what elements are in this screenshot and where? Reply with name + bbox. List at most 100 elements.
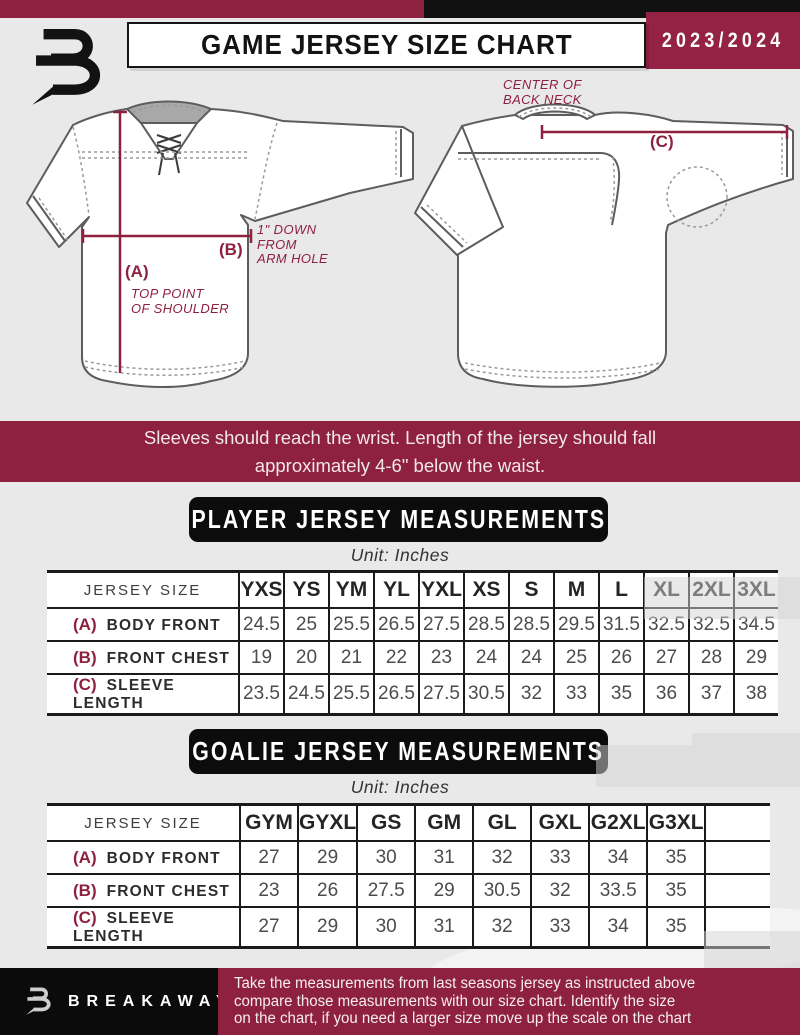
page-title-box: GAME JERSEY SIZE CHART xyxy=(127,22,646,68)
row-title: SLEEVE LENGTH xyxy=(73,910,175,945)
size-column-header: 2XL xyxy=(688,570,735,609)
measurement-value: 32 xyxy=(530,873,591,908)
size-column-header: YM xyxy=(328,570,375,609)
size-label-header: JERSEY SIZE xyxy=(47,570,240,609)
measurement-value: 29 xyxy=(296,840,359,875)
measurement-value: 24.5 xyxy=(283,673,330,716)
measurement-value: 32 xyxy=(472,840,533,875)
back-jersey-diagram xyxy=(414,103,794,388)
player-unit-label: Unit: Inches xyxy=(350,545,450,565)
footer-instructions-block: Take the measurements from last seasons … xyxy=(218,968,800,1035)
measurement-value: 28.5 xyxy=(508,607,555,642)
measurement-value: 35 xyxy=(646,840,707,875)
size-column-header: XL xyxy=(643,570,690,609)
footer-instructions-text: Take the measurements from last seasons … xyxy=(234,975,696,1028)
size-column-header: GS xyxy=(356,803,417,842)
measurement-value: 33 xyxy=(530,840,591,875)
point-a-note: TOP POINT OF SHOULDER xyxy=(131,286,230,316)
measurement-value: 31.5 xyxy=(598,607,645,642)
measurement-value xyxy=(704,873,771,908)
measurement-value: 19 xyxy=(238,640,285,675)
size-column-header: L xyxy=(598,570,645,609)
measurement-value: 24 xyxy=(463,640,510,675)
table-row: (A) BODY FRONT 24.5 25 25.5 26.5 27.5 28.5 28.5 2… xyxy=(47,607,778,642)
footer-brand-name: BREAKAWAY xyxy=(68,992,234,1010)
size-column-header: G3XL xyxy=(646,803,707,842)
measurement-value: 25.5 xyxy=(328,673,375,716)
measurement-value: 27.5 xyxy=(418,673,465,716)
measurement-value xyxy=(704,906,771,949)
measurement-value: 22 xyxy=(373,640,420,675)
measurement-value: 33 xyxy=(553,673,600,716)
row-title: FRONT CHEST xyxy=(106,649,231,667)
measurement-value: 20 xyxy=(283,640,330,675)
point-a-label: (A) xyxy=(125,262,149,281)
size-column-header: XS xyxy=(463,570,510,609)
measurement-value: 29 xyxy=(296,906,359,949)
measurement-value: 25 xyxy=(283,607,330,642)
row-key: (A) xyxy=(73,614,97,634)
measurement-value: 36 xyxy=(643,673,690,716)
size-column-header: M xyxy=(553,570,600,609)
measurement-value: 35 xyxy=(646,906,707,949)
size-column-header: GYXL xyxy=(296,803,359,842)
measurement-value: 26.5 xyxy=(373,673,420,716)
measurement-value: 26 xyxy=(598,640,645,675)
measurement-value: 38 xyxy=(733,673,778,716)
measurement-value: 31 xyxy=(414,840,475,875)
measurement-value: 32.5 xyxy=(688,607,735,642)
row-label: (C) SLEEVE LENGTH xyxy=(47,673,240,716)
measurement-value: 34.5 xyxy=(733,607,778,642)
measurement-value xyxy=(704,840,771,875)
row-title: SLEEVE LENGTH xyxy=(73,677,175,712)
table-row: (B) FRONT CHEST 23 26 27.5 29 30.5 32 33.5 35 xyxy=(47,873,771,908)
size-column-header: YS xyxy=(283,570,330,609)
size-column-header: GYM xyxy=(239,803,299,842)
measurement-value: 21 xyxy=(328,640,375,675)
player-section-title: PLAYER JERSEY MEASUREMENTS xyxy=(191,504,606,534)
season-label: 2023/2024 xyxy=(661,28,785,52)
measurement-value: 32 xyxy=(472,906,533,949)
goalie-section-heading: GOALIE JERSEY MEASUREMENTS xyxy=(189,729,608,774)
table-row: (B) FRONT CHEST 19 20 21 22 23 24 24 25 26 27 28 29 xyxy=(47,640,778,675)
measurement-value: 27.5 xyxy=(356,873,417,908)
row-label: (A) BODY FRONT xyxy=(47,840,241,875)
player-size-table: JERSEY SIZE YXS YS YM YL YXL XS S M L XL 2XL 3XL (A) B… xyxy=(47,570,778,716)
measurement-value: 30 xyxy=(356,840,417,875)
measurement-value: 24.5 xyxy=(238,607,285,642)
measurement-value: 29.5 xyxy=(553,607,600,642)
measurement-value: 28 xyxy=(688,640,735,675)
point-c-label: (C) xyxy=(650,132,674,151)
row-label: (C) SLEEVE LENGTH xyxy=(47,906,241,949)
footer-brand-block: BREAKAWAY xyxy=(0,968,227,1035)
table-row: (C) SLEEVE LENGTH 23.5 24.5 25.5 26.5 27.5 30.5… xyxy=(47,673,778,716)
size-column-header: GXL xyxy=(530,803,591,842)
row-key: (B) xyxy=(73,880,97,900)
table-header-row: JERSEY SIZE GYM GYXL GS GM GL GXL G2XL G3XL xyxy=(47,803,771,842)
table-row: (A) BODY FRONT 27 29 30 31 32 33 34 35 xyxy=(47,840,771,875)
measurement-value: 30.5 xyxy=(472,873,533,908)
measurement-value: 31 xyxy=(414,906,475,949)
fit-note-banner: Sleeves should reach the wrist. Length o… xyxy=(0,421,800,482)
row-key: (B) xyxy=(73,647,97,667)
player-section-heading: PLAYER JERSEY MEASUREMENTS xyxy=(189,497,608,542)
measurement-value: 25.5 xyxy=(328,607,375,642)
size-label-header: JERSEY SIZE xyxy=(47,803,241,842)
table-header-row: JERSEY SIZE YXS YS YM YL YXL XS S M L XL 2XL 3XL xyxy=(47,570,778,609)
size-column-header: S xyxy=(508,570,555,609)
measurement-value: 23 xyxy=(418,640,465,675)
measurement-value: 32 xyxy=(508,673,555,716)
measurement-value: 23 xyxy=(239,873,299,908)
measurement-value: 24 xyxy=(508,640,555,675)
measurement-value: 34 xyxy=(588,840,649,875)
measurement-value: 35 xyxy=(646,873,707,908)
page-title: GAME JERSEY SIZE CHART xyxy=(200,29,573,60)
goalie-unit-label: Unit: Inches xyxy=(350,777,450,797)
fit-note-text: Sleeves should reach the wrist. Length o… xyxy=(143,426,657,476)
goalie-size-table: JERSEY SIZE GYM GYXL GS GM GL GXL G2XL G3XL (A) BO… xyxy=(47,803,771,949)
row-key: (C) xyxy=(73,675,97,694)
row-label: (B) FRONT CHEST xyxy=(47,640,240,675)
measurement-value: 27 xyxy=(239,906,299,949)
row-key: (A) xyxy=(73,847,97,867)
